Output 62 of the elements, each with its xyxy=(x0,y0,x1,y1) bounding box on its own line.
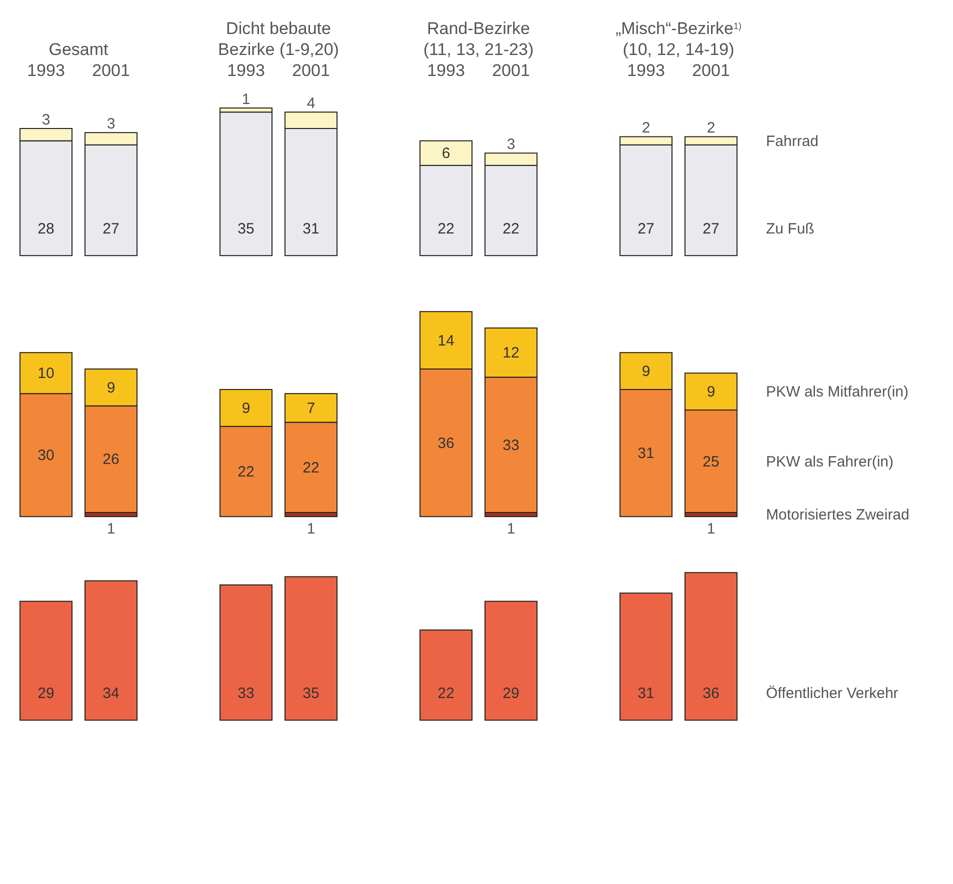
data-label: 12 xyxy=(502,344,520,362)
x-tick-label: 2001 xyxy=(492,61,530,80)
data-label: 27 xyxy=(702,220,720,238)
data-label: 31 xyxy=(638,445,654,462)
data-label: 31 xyxy=(302,220,320,238)
data-label: 1 xyxy=(242,91,250,108)
data-label: 22 xyxy=(502,220,520,238)
x-tick-label: 1993 xyxy=(227,61,265,80)
data-label: 29 xyxy=(502,685,520,702)
x-tick-label: 2001 xyxy=(92,61,130,80)
series-label: Öffentlicher Verkehr xyxy=(766,685,898,702)
data-label: 2 xyxy=(642,120,650,137)
data-label: 22 xyxy=(238,464,254,480)
data-label: 25 xyxy=(702,453,720,470)
text: „Misch“-Bezirke$^{1)}$ (10, 12, 14-19) xyxy=(615,19,742,59)
x-tick-label: 1993 xyxy=(627,61,665,80)
data-label: 9 xyxy=(242,400,250,417)
data-label: 3 xyxy=(106,116,116,133)
data-label: 9 xyxy=(706,384,716,401)
data-label: 2 xyxy=(706,120,716,137)
text: Rand-Bezirke (11, 13, 21-23) xyxy=(423,19,534,59)
data-label: 9 xyxy=(642,363,650,380)
series-label: Fahrrad xyxy=(766,132,819,150)
data-label: 29 xyxy=(38,685,54,702)
data-label: 34 xyxy=(102,685,120,702)
data-label: 3 xyxy=(42,112,50,128)
data-label: 22 xyxy=(302,459,320,476)
data-label: 31 xyxy=(638,685,654,702)
text: Gesamt xyxy=(48,40,109,59)
data-label: 36 xyxy=(702,685,720,702)
x-tick-label: 1993 xyxy=(427,61,465,80)
data-label: 14 xyxy=(438,332,454,350)
data-label: 33 xyxy=(502,436,520,454)
data-label: 22 xyxy=(438,220,454,238)
series-label: Motorisiertes Zweirad xyxy=(766,506,910,524)
data-label: 30 xyxy=(38,447,54,464)
x-tick-label: 2001 xyxy=(692,61,730,80)
data-label: 35 xyxy=(302,685,320,702)
data-label: 27 xyxy=(638,220,654,238)
data-label: 7 xyxy=(306,400,316,417)
data-label: 1 xyxy=(706,520,716,538)
data-label: 9 xyxy=(106,379,116,396)
data-label: 1 xyxy=(106,520,116,538)
data-label: 35 xyxy=(238,220,254,238)
series-label: Zu Fuß xyxy=(766,220,814,238)
data-label: 4 xyxy=(306,95,316,112)
text: Dicht bebaute Bezirke (1-9,20) xyxy=(218,19,339,59)
data-label: 1 xyxy=(506,520,516,538)
data-label: 33 xyxy=(238,685,254,702)
data-label: 27 xyxy=(102,220,120,238)
data-label: 36 xyxy=(438,434,454,452)
data-label: 28 xyxy=(38,220,54,238)
series-label: PKW als Mitfahrer(in) xyxy=(766,384,909,401)
data-label: 1 xyxy=(306,520,316,538)
series-label: PKW als Fahrer(in) xyxy=(766,453,894,470)
data-label: 26 xyxy=(102,451,120,468)
data-label: 6 xyxy=(442,145,450,162)
data-label: 3 xyxy=(506,136,516,154)
data-label: 22 xyxy=(438,685,454,702)
x-tick-label: 2001 xyxy=(292,61,330,80)
x-tick-label: 1993 xyxy=(27,61,65,80)
data-label: 10 xyxy=(38,365,54,382)
